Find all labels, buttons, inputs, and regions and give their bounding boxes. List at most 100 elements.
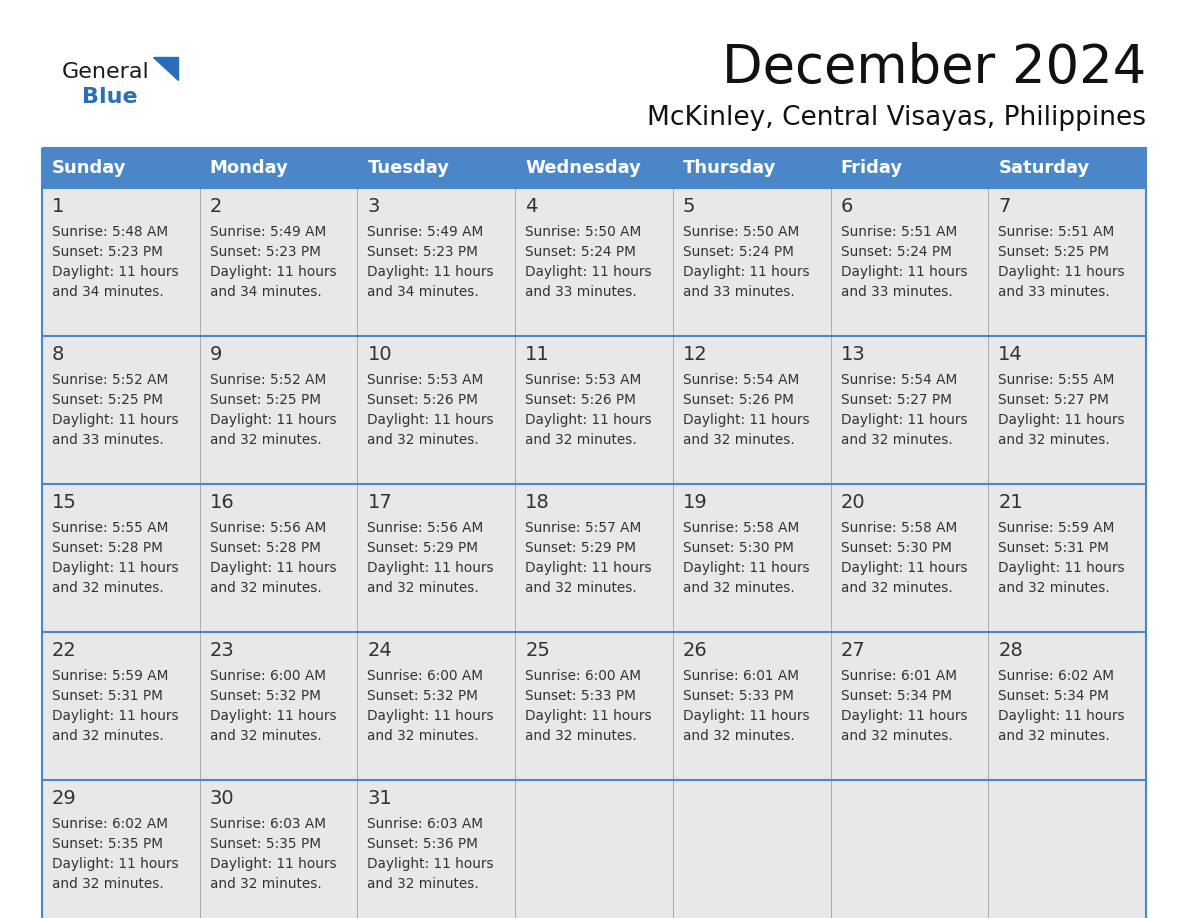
Text: Sunrise: 5:54 AM: Sunrise: 5:54 AM	[683, 373, 800, 387]
Text: 23: 23	[210, 641, 234, 659]
Text: Daylight: 11 hours: Daylight: 11 hours	[998, 561, 1125, 575]
Text: Sunset: 5:28 PM: Sunset: 5:28 PM	[52, 541, 163, 555]
Text: 22: 22	[52, 641, 77, 659]
Text: Sunrise: 5:52 AM: Sunrise: 5:52 AM	[210, 373, 326, 387]
Text: Sunset: 5:35 PM: Sunset: 5:35 PM	[210, 837, 321, 851]
Text: Sunrise: 5:59 AM: Sunrise: 5:59 AM	[998, 521, 1114, 535]
Text: 4: 4	[525, 196, 537, 216]
Text: Sunset: 5:30 PM: Sunset: 5:30 PM	[841, 541, 952, 555]
Text: Sunrise: 5:54 AM: Sunrise: 5:54 AM	[841, 373, 956, 387]
Text: Daylight: 11 hours: Daylight: 11 hours	[52, 709, 178, 723]
Text: Sunrise: 6:01 AM: Sunrise: 6:01 AM	[841, 669, 956, 683]
Text: 27: 27	[841, 641, 865, 659]
Text: Sunrise: 5:48 AM: Sunrise: 5:48 AM	[52, 225, 169, 239]
Text: Sunset: 5:27 PM: Sunset: 5:27 PM	[998, 393, 1110, 407]
Text: Sunset: 5:24 PM: Sunset: 5:24 PM	[683, 245, 794, 259]
Text: Sunset: 5:33 PM: Sunset: 5:33 PM	[683, 689, 794, 703]
Text: December 2024: December 2024	[722, 42, 1146, 94]
Text: Sunset: 5:34 PM: Sunset: 5:34 PM	[841, 689, 952, 703]
Bar	[42, 632, 1146, 780]
Text: Sunset: 5:25 PM: Sunset: 5:25 PM	[210, 393, 321, 407]
Text: Sunset: 5:34 PM: Sunset: 5:34 PM	[998, 689, 1110, 703]
Text: 29: 29	[52, 789, 77, 808]
Text: Wednesday: Wednesday	[525, 159, 642, 177]
Text: and 33 minutes.: and 33 minutes.	[52, 433, 164, 447]
Text: 5: 5	[683, 196, 695, 216]
Text: Sunrise: 5:59 AM: Sunrise: 5:59 AM	[52, 669, 169, 683]
Text: Friday: Friday	[841, 159, 903, 177]
Text: Sunrise: 5:49 AM: Sunrise: 5:49 AM	[367, 225, 484, 239]
Text: 28: 28	[998, 641, 1023, 659]
Text: and 34 minutes.: and 34 minutes.	[210, 285, 322, 299]
Text: and 32 minutes.: and 32 minutes.	[210, 729, 322, 743]
Text: Daylight: 11 hours: Daylight: 11 hours	[52, 413, 178, 427]
Text: Sunrise: 5:53 AM: Sunrise: 5:53 AM	[367, 373, 484, 387]
Text: 13: 13	[841, 344, 865, 364]
Bar	[42, 780, 1146, 918]
Text: Sunset: 5:36 PM: Sunset: 5:36 PM	[367, 837, 479, 851]
Text: Daylight: 11 hours: Daylight: 11 hours	[210, 709, 336, 723]
Text: Sunset: 5:23 PM: Sunset: 5:23 PM	[367, 245, 479, 259]
Text: Daylight: 11 hours: Daylight: 11 hours	[52, 561, 178, 575]
Text: Daylight: 11 hours: Daylight: 11 hours	[52, 857, 178, 871]
Text: Saturday: Saturday	[998, 159, 1089, 177]
Text: and 32 minutes.: and 32 minutes.	[52, 877, 164, 891]
Text: Daylight: 11 hours: Daylight: 11 hours	[998, 413, 1125, 427]
Text: Sunset: 5:26 PM: Sunset: 5:26 PM	[367, 393, 479, 407]
Text: Daylight: 11 hours: Daylight: 11 hours	[52, 265, 178, 279]
Text: Daylight: 11 hours: Daylight: 11 hours	[525, 413, 652, 427]
Text: Sunset: 5:25 PM: Sunset: 5:25 PM	[998, 245, 1110, 259]
Text: Sunrise: 5:57 AM: Sunrise: 5:57 AM	[525, 521, 642, 535]
Text: 2: 2	[210, 196, 222, 216]
Text: Daylight: 11 hours: Daylight: 11 hours	[525, 265, 652, 279]
Text: Daylight: 11 hours: Daylight: 11 hours	[525, 709, 652, 723]
Text: Sunrise: 6:01 AM: Sunrise: 6:01 AM	[683, 669, 798, 683]
Text: Sunset: 5:32 PM: Sunset: 5:32 PM	[367, 689, 479, 703]
Text: 12: 12	[683, 344, 708, 364]
Text: Daylight: 11 hours: Daylight: 11 hours	[210, 561, 336, 575]
Text: Sunset: 5:23 PM: Sunset: 5:23 PM	[210, 245, 321, 259]
Text: Sunrise: 5:49 AM: Sunrise: 5:49 AM	[210, 225, 326, 239]
Text: Thursday: Thursday	[683, 159, 776, 177]
Text: Sunset: 5:35 PM: Sunset: 5:35 PM	[52, 837, 163, 851]
Text: 9: 9	[210, 344, 222, 364]
Text: and 32 minutes.: and 32 minutes.	[683, 729, 795, 743]
Text: Daylight: 11 hours: Daylight: 11 hours	[367, 413, 494, 427]
Text: Daylight: 11 hours: Daylight: 11 hours	[210, 265, 336, 279]
Text: Sunrise: 5:53 AM: Sunrise: 5:53 AM	[525, 373, 642, 387]
Text: 6: 6	[841, 196, 853, 216]
Text: Sunrise: 6:02 AM: Sunrise: 6:02 AM	[52, 817, 168, 831]
Text: Sunset: 5:29 PM: Sunset: 5:29 PM	[525, 541, 636, 555]
Text: Sunset: 5:25 PM: Sunset: 5:25 PM	[52, 393, 163, 407]
Text: Daylight: 11 hours: Daylight: 11 hours	[367, 857, 494, 871]
Text: and 32 minutes.: and 32 minutes.	[52, 581, 164, 595]
Text: Sunrise: 6:00 AM: Sunrise: 6:00 AM	[525, 669, 642, 683]
Text: Sunrise: 5:52 AM: Sunrise: 5:52 AM	[52, 373, 169, 387]
Text: and 32 minutes.: and 32 minutes.	[683, 433, 795, 447]
Text: Blue: Blue	[82, 87, 138, 107]
Text: and 32 minutes.: and 32 minutes.	[210, 433, 322, 447]
Text: 14: 14	[998, 344, 1023, 364]
Text: Sunset: 5:33 PM: Sunset: 5:33 PM	[525, 689, 636, 703]
Text: Sunset: 5:26 PM: Sunset: 5:26 PM	[683, 393, 794, 407]
Text: Sunrise: 5:55 AM: Sunrise: 5:55 AM	[52, 521, 169, 535]
Text: Sunset: 5:23 PM: Sunset: 5:23 PM	[52, 245, 163, 259]
Text: Daylight: 11 hours: Daylight: 11 hours	[998, 265, 1125, 279]
Text: Sunset: 5:31 PM: Sunset: 5:31 PM	[998, 541, 1110, 555]
Text: and 32 minutes.: and 32 minutes.	[367, 433, 479, 447]
Text: Sunset: 5:26 PM: Sunset: 5:26 PM	[525, 393, 636, 407]
Text: 26: 26	[683, 641, 708, 659]
Text: 25: 25	[525, 641, 550, 659]
Text: Sunset: 5:31 PM: Sunset: 5:31 PM	[52, 689, 163, 703]
Text: Sunrise: 6:00 AM: Sunrise: 6:00 AM	[210, 669, 326, 683]
Text: 24: 24	[367, 641, 392, 659]
Text: Daylight: 11 hours: Daylight: 11 hours	[841, 413, 967, 427]
Text: 3: 3	[367, 196, 380, 216]
Text: and 32 minutes.: and 32 minutes.	[525, 729, 637, 743]
Polygon shape	[153, 57, 178, 80]
Text: Daylight: 11 hours: Daylight: 11 hours	[367, 561, 494, 575]
Text: and 32 minutes.: and 32 minutes.	[525, 581, 637, 595]
Text: 17: 17	[367, 492, 392, 511]
Bar	[42, 148, 1146, 918]
Text: 7: 7	[998, 196, 1011, 216]
